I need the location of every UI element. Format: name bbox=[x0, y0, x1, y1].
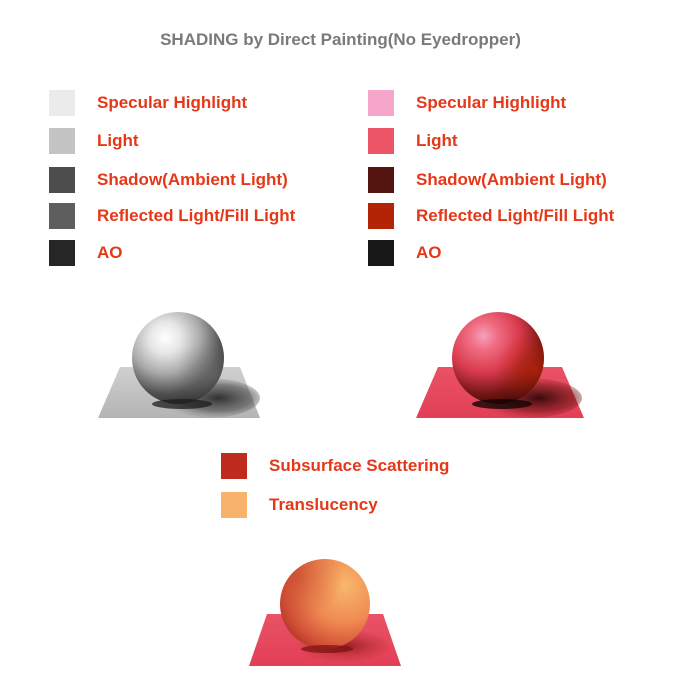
legend-label: Specular Highlight bbox=[97, 93, 248, 112]
legend-label: Shadow(Ambient Light) bbox=[416, 170, 607, 189]
swatch-red-reflected bbox=[368, 203, 394, 229]
legend-item-gray-reflected: Reflected Light/Fill Light bbox=[49, 203, 295, 229]
legend-item-subsurface: Subsurface Scattering bbox=[221, 453, 449, 479]
legend-item-red-specular: Specular Highlight bbox=[368, 90, 566, 116]
legend-item-translucency: Translucency bbox=[221, 492, 378, 518]
ambient-occlusion bbox=[472, 399, 532, 409]
swatch-gray-light bbox=[49, 128, 75, 154]
swatch-red-shadow bbox=[368, 167, 394, 193]
legend-item-red-shadow: Shadow(Ambient Light) bbox=[368, 167, 607, 193]
swatch-subsurface bbox=[221, 453, 247, 479]
legend-label: Translucency bbox=[269, 495, 378, 514]
swatch-translucency bbox=[221, 492, 247, 518]
legend-label: Light bbox=[97, 131, 139, 150]
legend-label: AO bbox=[97, 243, 123, 262]
legend-item-gray-light: Light bbox=[49, 128, 139, 154]
red-sphere-illustration bbox=[416, 312, 584, 418]
ambient-occlusion bbox=[152, 399, 212, 409]
legend-label: Shadow(Ambient Light) bbox=[97, 170, 288, 189]
ambient-occlusion bbox=[301, 645, 353, 653]
page-title: SHADING by Direct Painting(No Eyedropper… bbox=[160, 30, 521, 49]
legend-label: Subsurface Scattering bbox=[269, 456, 450, 475]
legend-item-red-ao: AO bbox=[368, 240, 442, 266]
legend-label: Specular Highlight bbox=[416, 93, 567, 112]
swatch-gray-shadow bbox=[49, 167, 75, 193]
swatch-red-specular bbox=[368, 90, 394, 116]
reflected-light bbox=[452, 312, 544, 404]
subsurface-rim bbox=[280, 559, 370, 649]
swatch-gray-specular bbox=[49, 90, 75, 116]
reflected-light bbox=[132, 312, 224, 404]
swatch-gray-ao bbox=[49, 240, 75, 266]
legend-label: AO bbox=[416, 243, 442, 262]
legend-item-gray-ao: AO bbox=[49, 240, 123, 266]
orange-sphere-illustration bbox=[249, 559, 401, 666]
swatch-red-light bbox=[368, 128, 394, 154]
legend-item-gray-specular: Specular Highlight bbox=[49, 90, 247, 116]
legend-label: Light bbox=[416, 131, 458, 150]
gray-sphere-illustration bbox=[98, 312, 260, 418]
legend-item-red-light: Light bbox=[368, 128, 458, 154]
swatch-gray-reflected bbox=[49, 203, 75, 229]
legend-label: Reflected Light/Fill Light bbox=[416, 206, 615, 225]
legend-item-gray-shadow: Shadow(Ambient Light) bbox=[49, 167, 288, 193]
swatch-red-ao bbox=[368, 240, 394, 266]
legend-label: Reflected Light/Fill Light bbox=[97, 206, 296, 225]
legend-item-red-reflected: Reflected Light/Fill Light bbox=[368, 203, 614, 229]
